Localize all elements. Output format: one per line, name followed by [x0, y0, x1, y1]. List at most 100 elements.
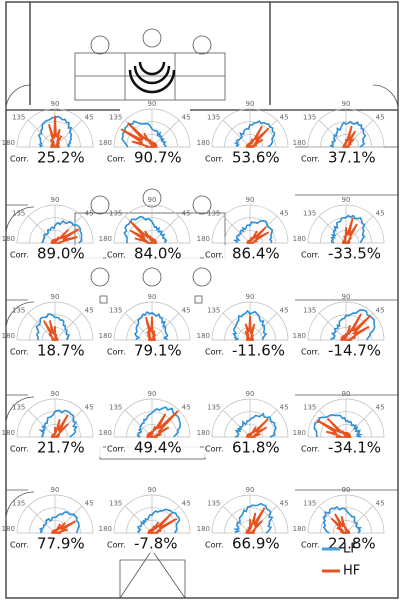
axis-label: 90	[51, 100, 60, 108]
hf-curve	[330, 513, 351, 534]
corr-value: -34.1%	[328, 439, 381, 457]
axis-label: 45	[182, 499, 191, 507]
axis-label: 135	[12, 306, 25, 314]
axis-label: 135	[12, 209, 25, 217]
corr-value: -11.6%	[232, 342, 285, 360]
corr-box	[9, 342, 103, 360]
axis-label: 135	[109, 306, 122, 314]
polar-plot: 90 45 135 180 Corr. 79.1%	[99, 293, 200, 360]
polar-spoke	[318, 215, 347, 244]
polar-spoke	[345, 409, 374, 438]
corr-value: -7.8%	[134, 535, 178, 553]
axis-label: 180	[293, 525, 306, 533]
corr-label: Corr.	[301, 541, 320, 550]
polar-spoke	[318, 119, 347, 148]
axis-label: 45	[182, 113, 191, 121]
polar-spoke	[54, 119, 83, 148]
polar-spoke	[222, 119, 251, 148]
corr-box	[204, 149, 298, 167]
lf-curve	[38, 511, 80, 534]
axis-label: 45	[85, 306, 94, 314]
axis-label: 90	[148, 196, 157, 204]
polar-grid: 90 45 135 180 Corr. 25.2% 90 45 135 180 Corr. 90.7%…	[2, 100, 394, 553]
corr-box	[300, 342, 394, 360]
lf-curve	[41, 219, 83, 244]
axis-label: 90	[148, 293, 157, 301]
hf-curve	[244, 315, 256, 341]
hf-curve	[51, 520, 76, 534]
axis-label: 180	[2, 139, 15, 147]
polar-plot: 90 45 135 180 Corr. 89.0%	[2, 196, 103, 263]
axis-label: 90	[342, 100, 351, 108]
axis-label: 45	[182, 209, 191, 217]
corr-label: Corr.	[107, 541, 126, 550]
lf-curve	[123, 215, 168, 244]
corr-box	[106, 535, 200, 553]
hf-curve	[145, 316, 157, 342]
axis-label: 180	[293, 139, 306, 147]
polar-spoke	[222, 312, 251, 341]
axis-label: 135	[109, 499, 122, 507]
axis-label: 45	[376, 113, 385, 121]
corr-label: Corr.	[205, 541, 224, 550]
axis-label: 90	[246, 100, 255, 108]
polar-plot: 90 45 135 180 Corr. -33.5%	[293, 196, 394, 263]
polar-spoke	[151, 119, 180, 148]
axis-label: 90	[246, 390, 255, 398]
lf-curve	[330, 309, 376, 341]
lf-curve	[137, 508, 181, 534]
axis-label: 90	[51, 486, 60, 494]
polar-spoke	[222, 215, 251, 244]
corr-value: 77.9%	[37, 535, 85, 553]
axis-label: 180	[293, 332, 306, 340]
corr-label: Corr.	[205, 251, 224, 260]
axis-label: 135	[207, 209, 220, 217]
corr-box	[204, 535, 298, 553]
axis-label: 90	[148, 486, 157, 494]
axis-label: 90	[51, 293, 60, 301]
corr-label: Corr.	[107, 155, 126, 164]
corr-label: Corr.	[107, 348, 126, 357]
axis-label: 90	[246, 486, 255, 494]
axis-label: 45	[182, 306, 191, 314]
corr-box	[106, 342, 200, 360]
polar-plot: 90 45 135 180 Corr. -7.8%	[99, 486, 200, 553]
axis-label: 135	[12, 403, 25, 411]
hf-curve	[129, 220, 158, 244]
polar-spoke	[222, 505, 251, 534]
corr-label: Corr.	[10, 348, 29, 357]
legend: LF HF	[322, 542, 360, 579]
axis-label: 135	[109, 113, 122, 121]
hf-curve	[43, 320, 59, 342]
axis-label: 135	[303, 209, 316, 217]
lf-curve	[133, 311, 169, 341]
corr-box	[9, 149, 103, 167]
corr-value: -14.7%	[328, 342, 381, 360]
polar-spoke	[124, 409, 153, 438]
axis-label: 45	[85, 113, 94, 121]
legend-label: LF	[343, 542, 358, 557]
axis-label: 45	[376, 209, 385, 217]
axis-label: 180	[293, 235, 306, 243]
polar-plot: 90 45 135 180 Corr. 18.7%	[2, 293, 103, 360]
lf-curve	[136, 406, 182, 438]
hf-curve	[245, 418, 269, 438]
axis-label: 180	[197, 332, 210, 340]
axis-label: 45	[280, 403, 289, 411]
corr-box	[9, 535, 103, 553]
lf-curve	[313, 414, 363, 438]
corr-value: 25.2%	[37, 149, 85, 167]
hf-curve	[340, 313, 372, 341]
axis-label: 90	[342, 486, 351, 494]
axis-label: 180	[99, 235, 112, 243]
axis-label: 180	[197, 139, 210, 147]
polar-plot: 90 45 135 180 Corr. 21.7%	[2, 390, 103, 457]
polar-plot: 90 45 135 180 Corr. -34.1%	[293, 390, 394, 457]
lf-curve	[330, 214, 366, 244]
lf-curve	[233, 120, 276, 148]
axis-label: 45	[376, 403, 385, 411]
axis-label: 180	[197, 525, 210, 533]
corr-value: 53.6%	[232, 149, 280, 167]
hf-curve	[316, 417, 352, 438]
